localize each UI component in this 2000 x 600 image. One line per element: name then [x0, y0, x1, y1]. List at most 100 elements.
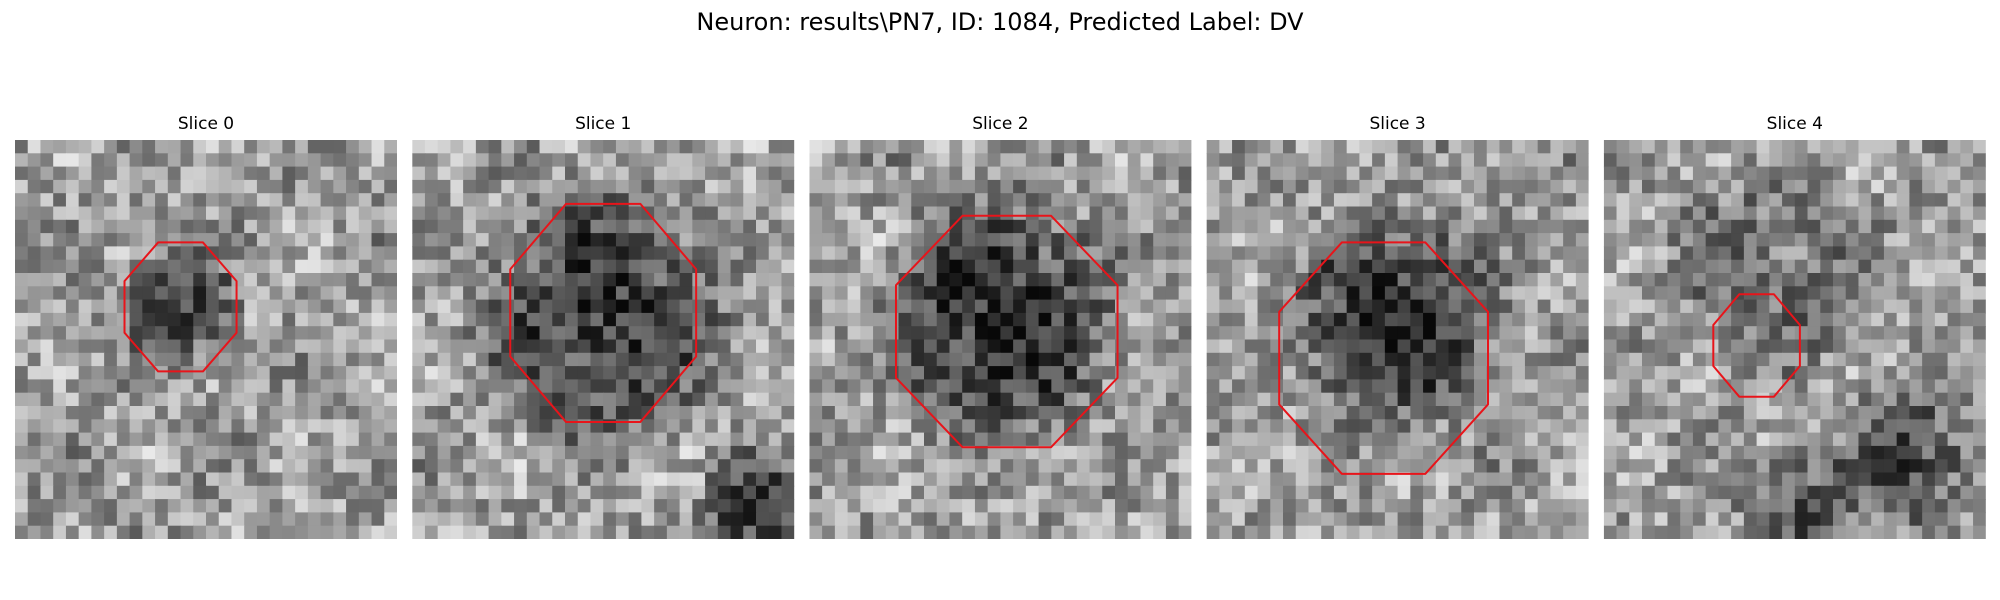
pixel [1794, 392, 1809, 407]
pixel [1474, 193, 1488, 208]
pixel [129, 233, 143, 248]
pixel [269, 259, 284, 274]
pixel [1883, 485, 1898, 500]
pixel [358, 485, 373, 500]
pixel [1858, 153, 1872, 168]
pixel [514, 193, 528, 208]
pixel [974, 512, 989, 527]
pixel [987, 499, 1002, 514]
pixel [743, 339, 757, 354]
pixel [974, 206, 989, 221]
pixel [1308, 166, 1322, 181]
pixel [768, 339, 783, 354]
pixel [1973, 273, 1986, 287]
pixel [987, 273, 1002, 287]
pixel [1219, 193, 1233, 208]
pixel [1140, 339, 1154, 354]
pixel [1115, 153, 1129, 168]
pixel [501, 459, 515, 474]
pixel [641, 246, 655, 261]
pixel [834, 499, 849, 514]
pixel [1115, 512, 1129, 527]
pixel [1270, 419, 1284, 434]
pixel [1410, 379, 1424, 394]
pixel [269, 406, 284, 420]
pixel [1013, 366, 1027, 381]
pixel [654, 406, 668, 420]
pixel [809, 246, 823, 261]
pixel [1140, 206, 1154, 221]
pixel [1359, 166, 1373, 181]
pixel [1102, 286, 1116, 301]
pixel [424, 179, 439, 194]
pixel [1550, 432, 1564, 447]
pixel [730, 499, 744, 514]
pixel [628, 445, 643, 460]
pixel [65, 339, 80, 354]
pixel [40, 392, 54, 407]
pixel [1089, 299, 1103, 314]
pixel [1563, 512, 1577, 527]
pixel [116, 525, 131, 539]
pixel [231, 459, 245, 474]
pixel [1153, 233, 1167, 248]
pixel [860, 153, 874, 168]
pixel [40, 193, 54, 208]
pixel [768, 286, 783, 301]
pixel [679, 246, 693, 261]
pixel [628, 406, 643, 420]
pixel [1756, 485, 1770, 500]
pixel [231, 140, 245, 154]
pixel [552, 445, 566, 460]
pixel [1934, 406, 1949, 420]
pixel [1537, 499, 1552, 514]
pixel [577, 525, 592, 539]
pixel [1435, 499, 1450, 514]
pixel [269, 273, 284, 287]
pixel [756, 352, 770, 367]
pixel [628, 233, 643, 248]
pixel [1333, 472, 1348, 487]
pixel [412, 339, 426, 354]
pixel [962, 140, 976, 154]
pixel [1270, 179, 1284, 194]
pixel [924, 140, 938, 154]
pixel [539, 326, 553, 341]
pixel [679, 419, 693, 434]
pixel [1934, 166, 1949, 181]
pixel [53, 233, 67, 248]
pixel [822, 499, 836, 514]
pixel [1359, 445, 1373, 460]
pixel [167, 326, 182, 341]
pixel [1667, 259, 1681, 274]
pixel [1474, 259, 1488, 274]
pixel [924, 246, 938, 261]
pixel [1782, 286, 1796, 301]
pixel [743, 419, 757, 434]
pixel [666, 366, 681, 381]
pixel [809, 153, 823, 168]
pixel [1486, 432, 1501, 447]
pixel [218, 419, 233, 434]
pixel [1537, 366, 1552, 381]
pixel [974, 459, 989, 474]
pixel [1654, 219, 1669, 234]
pixel [1934, 419, 1949, 434]
pixel [539, 273, 553, 287]
pixel [1013, 406, 1027, 420]
pixel [1858, 392, 1872, 407]
pixel [1616, 339, 1630, 354]
pixel [514, 472, 528, 487]
pixel [987, 286, 1002, 301]
pixel [15, 485, 29, 500]
pixel [514, 179, 528, 194]
pixel [1524, 406, 1539, 420]
pixel [1270, 193, 1284, 208]
pixel [116, 419, 131, 434]
pixel [1743, 193, 1758, 208]
pixel [1807, 206, 1821, 221]
pixel [1692, 206, 1707, 221]
pixel [1013, 153, 1027, 168]
pixel [1435, 286, 1450, 301]
pixel [924, 339, 938, 354]
